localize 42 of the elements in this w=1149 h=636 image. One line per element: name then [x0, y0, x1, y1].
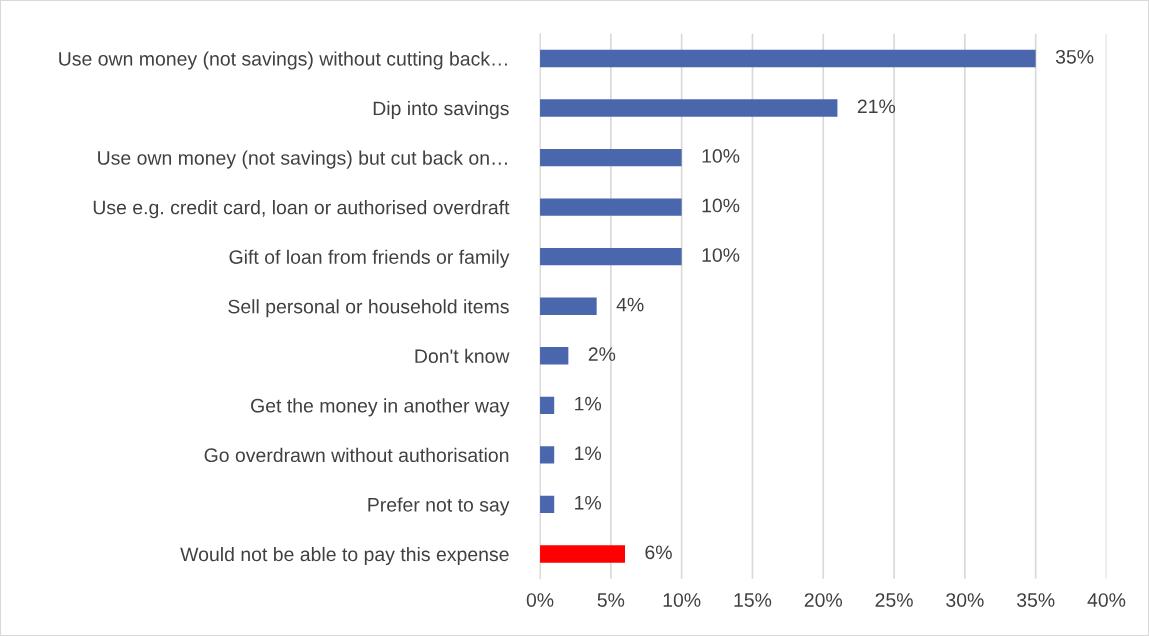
y-tick-label: Go overdrawn without authorisation: [204, 447, 509, 463]
y-tick-label: Use own money (not savings) but cut back on…: [98, 150, 507, 169]
data-label: 35%: [1055, 49, 1094, 64]
y-tick-label: Dip into savings: [373, 100, 509, 120]
y-tick-label: Don't know: [415, 348, 510, 364]
bar: [540, 297, 597, 315]
data-label: 10%: [702, 198, 740, 213]
y-tick-label: Gift of loan from friends or family: [229, 249, 510, 268]
bar: [540, 148, 682, 167]
x-tick-label: 10%: [663, 593, 701, 607]
x-tick-label: 20%: [804, 593, 843, 607]
data-label: 1%: [575, 396, 602, 411]
data-label: 1%: [575, 446, 602, 461]
bar: [540, 396, 555, 415]
data-label: 10%: [702, 248, 740, 262]
x-tick-label: 0%: [526, 593, 554, 607]
data-label: 6%: [645, 545, 672, 560]
data-label: 10%: [702, 149, 740, 163]
bar: [540, 49, 1036, 68]
y-tick-label: Use own money (not savings) without cutting back…: [59, 51, 507, 70]
y-tick-label: Get the money in another way: [251, 398, 510, 417]
bar: [540, 495, 555, 514]
y-tick-label: Prefer not to say: [368, 497, 510, 516]
y-tick-label: Use e.g. credit card, loan or authorised overdraft: [93, 200, 510, 219]
x-tick-label: 35%: [1016, 593, 1055, 607]
bar: [540, 545, 625, 563]
data-label: 4%: [616, 297, 644, 312]
x-tick-label: 40%: [1087, 593, 1126, 607]
x-tick-label: 30%: [946, 593, 984, 607]
data-label: 2%: [588, 347, 616, 361]
bar: [540, 248, 682, 266]
data-label: 21%: [857, 99, 896, 114]
y-tick-label: Would not be able to pay this expense: [180, 546, 509, 566]
bar: [540, 198, 682, 216]
x-tick-label: 5%: [597, 593, 625, 607]
x-tick-label: 25%: [875, 593, 913, 607]
data-label: 1%: [575, 495, 602, 510]
x-tick-label: 15%: [734, 593, 772, 607]
bar: [540, 347, 569, 365]
bar: [540, 446, 555, 464]
y-tick-label: Sell personal or household items: [228, 299, 509, 318]
bar: [540, 99, 838, 117]
